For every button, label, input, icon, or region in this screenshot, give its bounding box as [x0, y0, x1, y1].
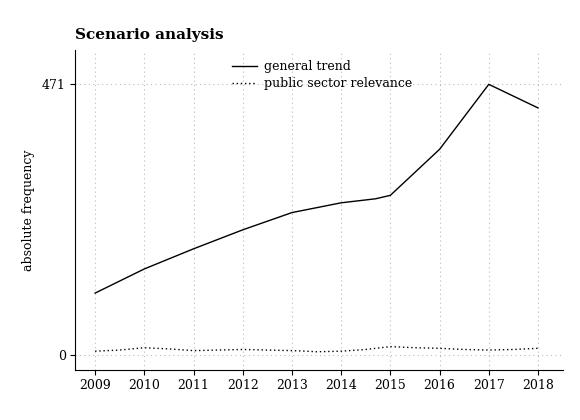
public sector relevance	[116, 347, 123, 352]
general trend	[239, 227, 246, 232]
public sector relevance	[239, 347, 246, 352]
public sector relevance	[92, 349, 99, 354]
general trend	[92, 291, 99, 296]
general trend	[535, 105, 542, 110]
general trend	[372, 196, 379, 201]
public sector relevance	[387, 344, 394, 349]
public sector relevance	[510, 347, 517, 352]
public sector relevance	[362, 347, 369, 352]
public sector relevance	[338, 349, 345, 354]
Text: Scenario analysis: Scenario analysis	[75, 28, 224, 42]
public sector relevance	[313, 349, 320, 354]
general trend	[190, 246, 197, 251]
general trend	[436, 147, 443, 152]
general trend	[387, 193, 394, 198]
public sector relevance	[485, 347, 492, 352]
general trend	[288, 210, 295, 215]
general trend	[485, 82, 492, 87]
Line: public sector relevance: public sector relevance	[95, 346, 538, 352]
public sector relevance	[165, 346, 172, 352]
public sector relevance	[215, 347, 222, 352]
general trend	[338, 200, 345, 205]
public sector relevance	[303, 349, 310, 354]
public sector relevance	[264, 347, 271, 352]
public sector relevance	[190, 348, 197, 353]
public sector relevance	[436, 346, 443, 351]
Y-axis label: absolute frequency: absolute frequency	[22, 149, 35, 271]
public sector relevance	[411, 345, 418, 350]
Legend: general trend, public sector relevance: general trend, public sector relevance	[228, 57, 416, 94]
public sector relevance	[141, 345, 148, 350]
general trend	[141, 266, 148, 271]
public sector relevance	[535, 346, 542, 351]
public sector relevance	[461, 347, 467, 352]
public sector relevance	[288, 348, 295, 353]
Line: general trend: general trend	[95, 84, 538, 293]
